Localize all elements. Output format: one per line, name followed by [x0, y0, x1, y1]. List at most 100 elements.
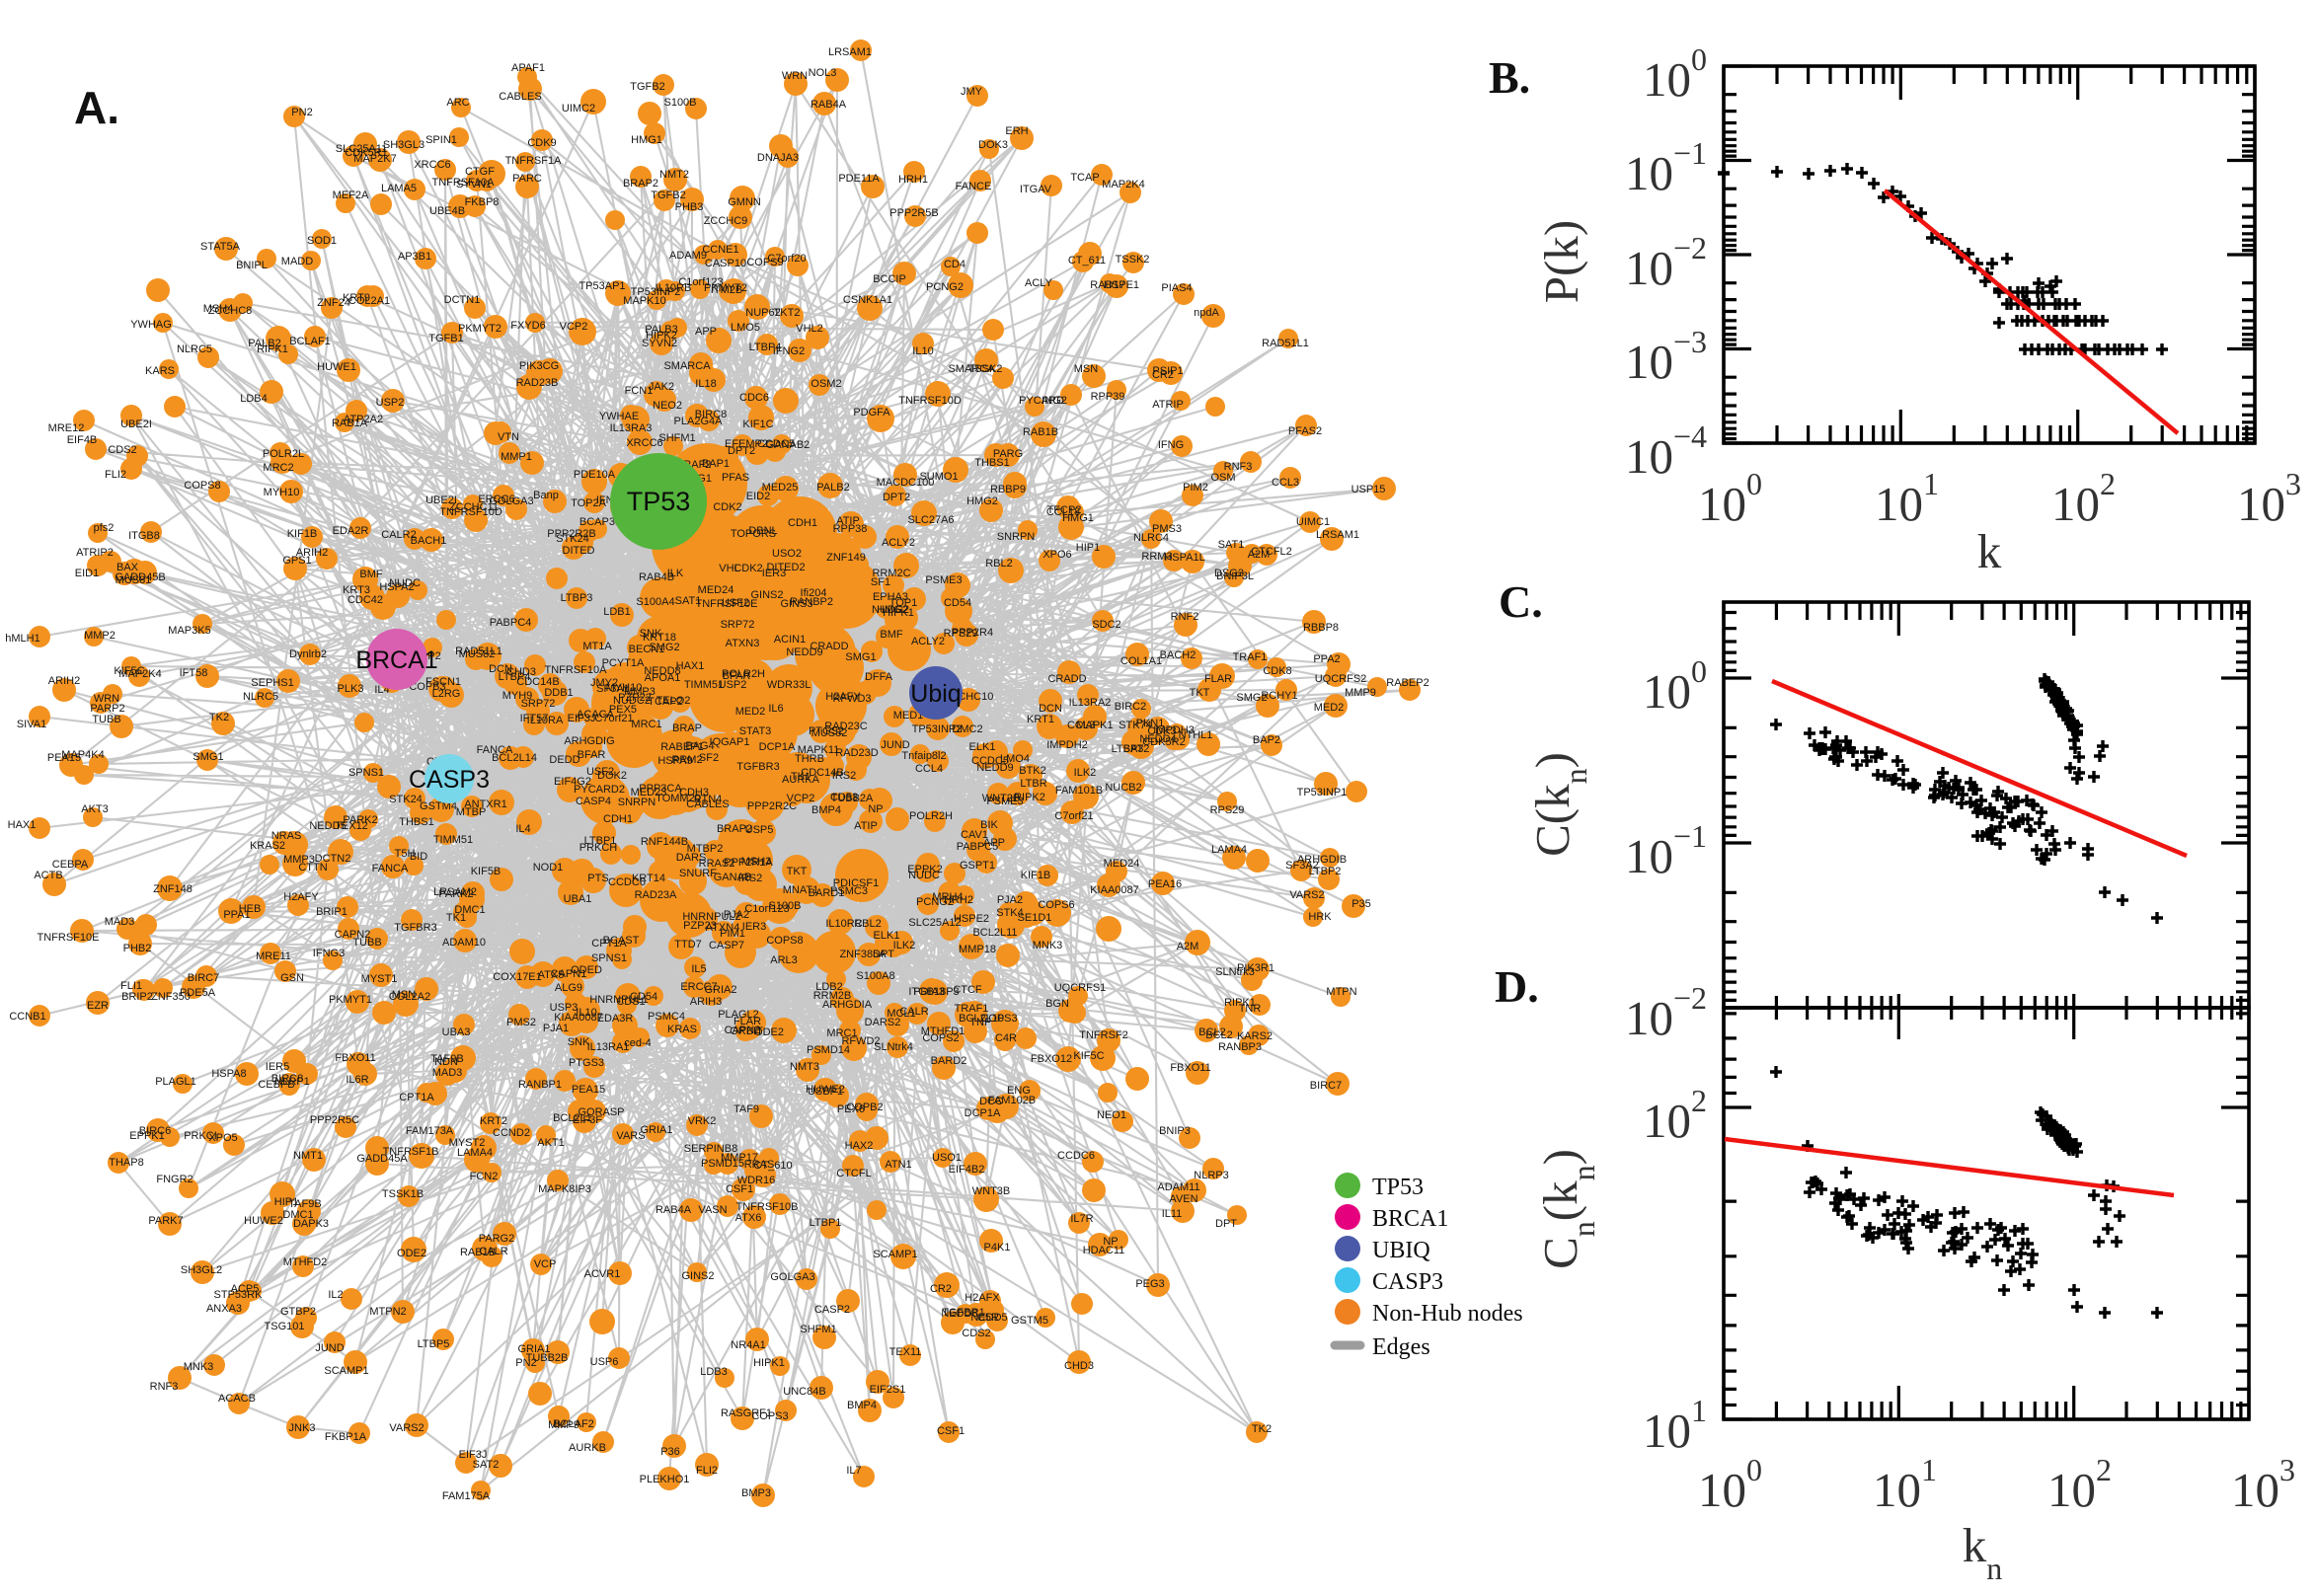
svg-text:VTN: VTN: [498, 431, 519, 443]
svg-text:MED2: MED2: [1314, 702, 1345, 714]
svg-text:C7orf20: C7orf20: [767, 253, 806, 265]
svg-text:IFT58: IFT58: [180, 667, 208, 679]
svg-text:DEDD: DEDD: [549, 754, 579, 766]
svg-text:kn: kn: [1963, 1518, 2003, 1586]
svg-text:PSIP1: PSIP1: [1152, 365, 1183, 377]
svg-text:RAD51L1: RAD51L1: [1262, 338, 1309, 349]
svg-text:RRM2: RRM2: [671, 754, 702, 766]
svg-text:BRIP2: BRIP2: [121, 991, 153, 1003]
svg-text:PSMD14: PSMD14: [807, 1044, 850, 1056]
svg-text:BMP4: BMP4: [811, 804, 841, 816]
svg-text:HMG1: HMG1: [1062, 512, 1094, 524]
svg-text:Ifi204: Ifi204: [801, 587, 827, 599]
svg-text:FKBP8: FKBP8: [465, 196, 500, 208]
svg-text:102: 102: [2051, 466, 2116, 531]
svg-text:C4R: C4R: [995, 1032, 1017, 1044]
svg-text:LTBP1: LTBP1: [584, 835, 617, 847]
svg-text:PIK3CG: PIK3CG: [519, 360, 559, 372]
svg-text:SLNtrk3: SLNtrk3: [1215, 966, 1255, 978]
svg-text:H2AFY: H2AFY: [825, 691, 861, 703]
svg-text:MED1: MED1: [893, 710, 924, 722]
svg-text:DARS2: DARS2: [865, 1017, 901, 1028]
svg-text:STK24: STK24: [389, 794, 423, 805]
svg-text:KARS2: KARS2: [1237, 1030, 1273, 1042]
svg-text:DCTN1: DCTN1: [444, 294, 481, 306]
svg-text:PN2: PN2: [515, 1357, 536, 1369]
svg-text:ATRIP2: ATRIP2: [76, 547, 114, 559]
svg-text:PPP3CA: PPP3CA: [639, 783, 682, 795]
svg-text:MMP17: MMP17: [721, 1152, 758, 1164]
svg-text:NUDC: NUDC: [389, 577, 421, 589]
svg-text:CSNK1A1: CSNK1A1: [843, 294, 892, 306]
svg-text:RAD23A: RAD23A: [635, 889, 677, 901]
svg-text:APP: APP: [983, 837, 1005, 849]
svg-text:MRC2: MRC2: [263, 462, 293, 474]
svg-text:GINS2: GINS2: [681, 1270, 714, 1282]
svg-text:CCDC5: CCDC5: [971, 755, 1009, 767]
svg-text:MAP4K4: MAP4K4: [61, 749, 104, 761]
svg-text:JUND: JUND: [881, 739, 909, 751]
svg-text:LAMA4: LAMA4: [457, 1147, 493, 1159]
svg-text:ANTXR1: ANTXR1: [464, 798, 506, 810]
svg-text:CASP10: CASP10: [705, 258, 746, 269]
svg-text:ERCC6: ERCC6: [478, 494, 514, 505]
svg-text:PARK2: PARK2: [438, 888, 473, 900]
svg-text:BMP4: BMP4: [847, 1400, 877, 1411]
svg-text:MED25: MED25: [762, 482, 799, 494]
svg-text:BGN: BGN: [1045, 998, 1069, 1010]
svg-text:PPP2R2C: PPP2R2C: [747, 800, 797, 812]
svg-text:LTBP3: LTBP3: [1112, 743, 1144, 755]
svg-text:CABLES: CABLES: [686, 798, 729, 810]
svg-text:ITGAV: ITGAV: [1020, 184, 1052, 195]
svg-text:PIM1: PIM1: [720, 928, 745, 940]
svg-text:MMP3: MMP3: [624, 686, 656, 698]
svg-text:CCND2: CCND2: [493, 1127, 530, 1139]
svg-text:USO1: USO1: [932, 1152, 962, 1164]
svg-text:LMO4: LMO4: [1000, 753, 1030, 765]
svg-text:SNURF: SNURF: [679, 868, 717, 879]
svg-text:EPPK1: EPPK1: [129, 1130, 164, 1142]
svg-text:MTBP2: MTBP2: [687, 843, 724, 855]
svg-text:PJA1: PJA1: [543, 1023, 569, 1034]
svg-text:GRIA1: GRIA1: [640, 1124, 672, 1136]
svg-text:PARG2: PARG2: [479, 1233, 514, 1245]
svg-text:PSMC4: PSMC4: [648, 1011, 685, 1023]
svg-text:PABPC4: PABPC4: [490, 617, 532, 629]
svg-text:DARS: DARS: [676, 852, 707, 864]
svg-text:PCYT1A: PCYT1A: [602, 657, 645, 669]
svg-text:MSH4: MSH4: [203, 303, 234, 315]
svg-text:L2RG: L2RG: [432, 688, 461, 700]
svg-text:GSPT1: GSPT1: [960, 860, 995, 872]
svg-text:PLK3: PLK3: [338, 683, 364, 695]
svg-text:RABEP2: RABEP2: [1386, 677, 1428, 689]
svg-text:10−1: 10−1: [1625, 818, 1707, 883]
svg-text:KIF1C: KIF1C: [742, 418, 773, 430]
svg-text:IER3: IER3: [742, 921, 766, 933]
svg-text:VARS: VARS: [616, 1130, 645, 1142]
svg-text:HIPK2: HIPK2: [646, 330, 677, 342]
svg-text:RBL2: RBL2: [985, 558, 1013, 570]
svg-text:ced-4: ced-4: [624, 1037, 652, 1049]
svg-text:DCN: DCN: [1039, 703, 1062, 715]
svg-text:USP3: USP3: [550, 1002, 579, 1014]
svg-text:WNT2B: WNT2B: [982, 793, 1021, 804]
svg-text:TOPORS: TOPORS: [731, 528, 776, 540]
svg-text:CCL3: CCL3: [1272, 477, 1299, 489]
svg-text:ACP5: ACP5: [231, 1283, 260, 1295]
svg-text:SLC27A6: SLC27A6: [907, 514, 954, 526]
svg-text:NP: NP: [1103, 1236, 1118, 1248]
svg-text:CTCFL2: CTCFL2: [1251, 546, 1292, 558]
svg-text:HDAC11: HDAC11: [1083, 1245, 1125, 1256]
svg-text:PKMYT2: PKMYT2: [704, 282, 747, 294]
svg-text:PJA2: PJA2: [997, 894, 1023, 906]
svg-text:LTBP2: LTBP2: [1309, 866, 1342, 877]
svg-text:PLEKHO1: PLEKHO1: [640, 1474, 690, 1485]
svg-text:ATXN3: ATXN3: [726, 638, 760, 649]
svg-text:DCC: DCC: [979, 1096, 1003, 1107]
svg-text:CTTN: CTTN: [298, 862, 327, 874]
svg-text:100: 100: [1643, 653, 1707, 719]
svg-text:HSPE1: HSPE1: [1104, 279, 1139, 291]
svg-text:EIF3F: EIF3F: [573, 1114, 602, 1126]
svg-text:10−4: 10−4: [1625, 418, 1707, 484]
svg-text:RAD51L1: RAD51L1: [455, 646, 502, 657]
